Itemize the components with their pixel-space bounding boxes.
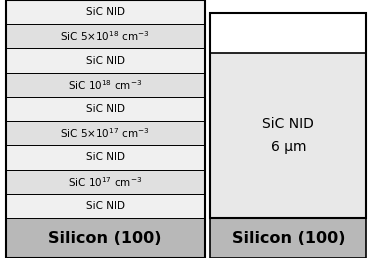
Text: SiC 10$^{17}$ cm$^{-3}$: SiC 10$^{17}$ cm$^{-3}$ bbox=[68, 175, 142, 189]
Text: Silicon (100): Silicon (100) bbox=[231, 230, 345, 246]
Text: SiC NID: SiC NID bbox=[86, 201, 125, 211]
Bar bbox=[6, 49, 205, 73]
Text: SiC NID: SiC NID bbox=[86, 7, 125, 17]
Bar bbox=[6, 218, 205, 258]
Text: SiC NID: SiC NID bbox=[86, 152, 125, 163]
Text: SiC NID: SiC NID bbox=[86, 104, 125, 114]
Text: SiC NID: SiC NID bbox=[86, 55, 125, 66]
Text: Silicon (100): Silicon (100) bbox=[48, 230, 162, 246]
Text: SiC 5×10$^{17}$ cm$^{-3}$: SiC 5×10$^{17}$ cm$^{-3}$ bbox=[60, 126, 150, 140]
Bar bbox=[6, 24, 205, 49]
Bar bbox=[6, 0, 205, 24]
Bar bbox=[6, 0, 205, 258]
Text: SiC 5×10$^{18}$ cm$^{-3}$: SiC 5×10$^{18}$ cm$^{-3}$ bbox=[60, 29, 150, 43]
Text: SiC NID
6 μm: SiC NID 6 μm bbox=[262, 117, 314, 154]
Bar bbox=[6, 121, 205, 145]
Bar bbox=[210, 53, 366, 218]
Bar bbox=[210, 218, 366, 258]
Bar bbox=[6, 73, 205, 97]
Bar bbox=[6, 145, 205, 170]
Bar bbox=[210, 13, 366, 218]
Bar bbox=[6, 170, 205, 194]
Bar bbox=[6, 97, 205, 121]
Bar bbox=[6, 194, 205, 218]
Text: SiC 10$^{18}$ cm$^{-3}$: SiC 10$^{18}$ cm$^{-3}$ bbox=[68, 78, 142, 92]
